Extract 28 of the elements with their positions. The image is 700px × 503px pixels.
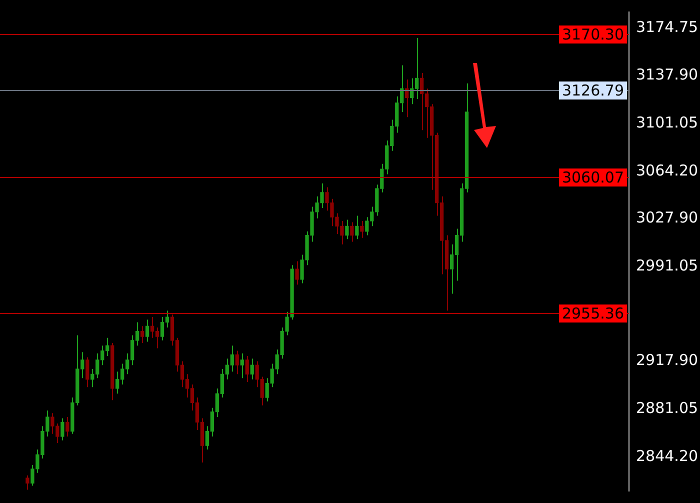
ref-line-label: 2955.36 <box>562 304 624 322</box>
ref-line-label: 3126.79 <box>562 81 624 100</box>
y-tick-label: 3101.05 <box>636 113 698 132</box>
candlestick <box>235 350 239 375</box>
ref-line-label: 3170.30 <box>562 25 624 44</box>
candlestick <box>295 260 299 286</box>
candlestick <box>345 219 349 240</box>
candlestick <box>66 416 70 437</box>
y-tick-label: 3137.90 <box>636 66 698 84</box>
candlestick <box>240 352 244 379</box>
candlestick <box>145 319 150 342</box>
candlestick <box>360 220 364 238</box>
candlestick <box>140 326 144 344</box>
candlestick <box>26 474 30 490</box>
candlestick <box>86 356 90 388</box>
y-tick-label: 3064.20 <box>636 161 698 180</box>
y-tick-label: 2991.05 <box>636 256 698 274</box>
candlestick <box>245 356 249 382</box>
y-tick-label: 3027.90 <box>636 208 698 226</box>
ref-line-label: 3060.07 <box>562 168 624 186</box>
candlestick <box>350 222 354 242</box>
y-tick-label: 2881.05 <box>636 399 698 418</box>
candlestick <box>355 215 359 240</box>
candlestick <box>60 418 64 441</box>
y-tick-label: 2917.90 <box>636 351 698 370</box>
candlestick <box>250 358 254 380</box>
y-tick-label: 3174.75 <box>636 18 698 36</box>
y-tick-label: 2844.20 <box>636 446 698 465</box>
